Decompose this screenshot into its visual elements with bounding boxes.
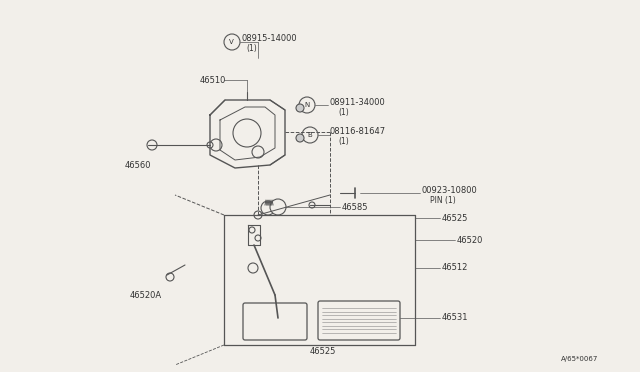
Text: (1): (1) [338, 137, 349, 145]
Text: N: N [305, 102, 310, 108]
Circle shape [207, 142, 213, 148]
Text: V: V [228, 39, 234, 45]
Text: 46585: 46585 [342, 202, 369, 212]
Circle shape [255, 235, 261, 241]
Text: 46512: 46512 [442, 263, 468, 273]
Circle shape [296, 104, 304, 112]
Circle shape [147, 140, 157, 150]
Circle shape [224, 34, 240, 50]
Text: 08911-34000: 08911-34000 [330, 97, 386, 106]
Text: 46525: 46525 [310, 347, 337, 356]
Text: 46531: 46531 [442, 314, 468, 323]
Text: 46510: 46510 [200, 76, 227, 84]
Circle shape [233, 119, 261, 147]
Text: 08116-81647: 08116-81647 [330, 126, 386, 135]
Circle shape [254, 211, 262, 219]
FancyBboxPatch shape [318, 301, 400, 340]
Text: 08915-14000: 08915-14000 [241, 33, 296, 42]
FancyBboxPatch shape [243, 303, 307, 340]
Circle shape [252, 146, 264, 158]
Circle shape [296, 134, 304, 142]
Circle shape [270, 199, 286, 215]
Circle shape [309, 202, 315, 208]
Circle shape [249, 227, 255, 233]
Circle shape [261, 201, 275, 215]
Text: 46560: 46560 [125, 160, 152, 170]
Text: (1): (1) [338, 108, 349, 116]
Circle shape [302, 127, 318, 143]
Text: 46520A: 46520A [130, 291, 162, 299]
Text: 46525: 46525 [442, 214, 468, 222]
Text: B: B [308, 132, 312, 138]
Text: A/65*0067: A/65*0067 [561, 356, 598, 362]
Circle shape [210, 139, 222, 151]
Text: 46520: 46520 [457, 235, 483, 244]
Circle shape [299, 97, 315, 113]
Text: (1): (1) [246, 44, 257, 52]
Text: PIN (1): PIN (1) [430, 196, 456, 205]
Circle shape [166, 273, 174, 281]
Text: 00923-10800: 00923-10800 [422, 186, 477, 195]
Circle shape [248, 263, 258, 273]
